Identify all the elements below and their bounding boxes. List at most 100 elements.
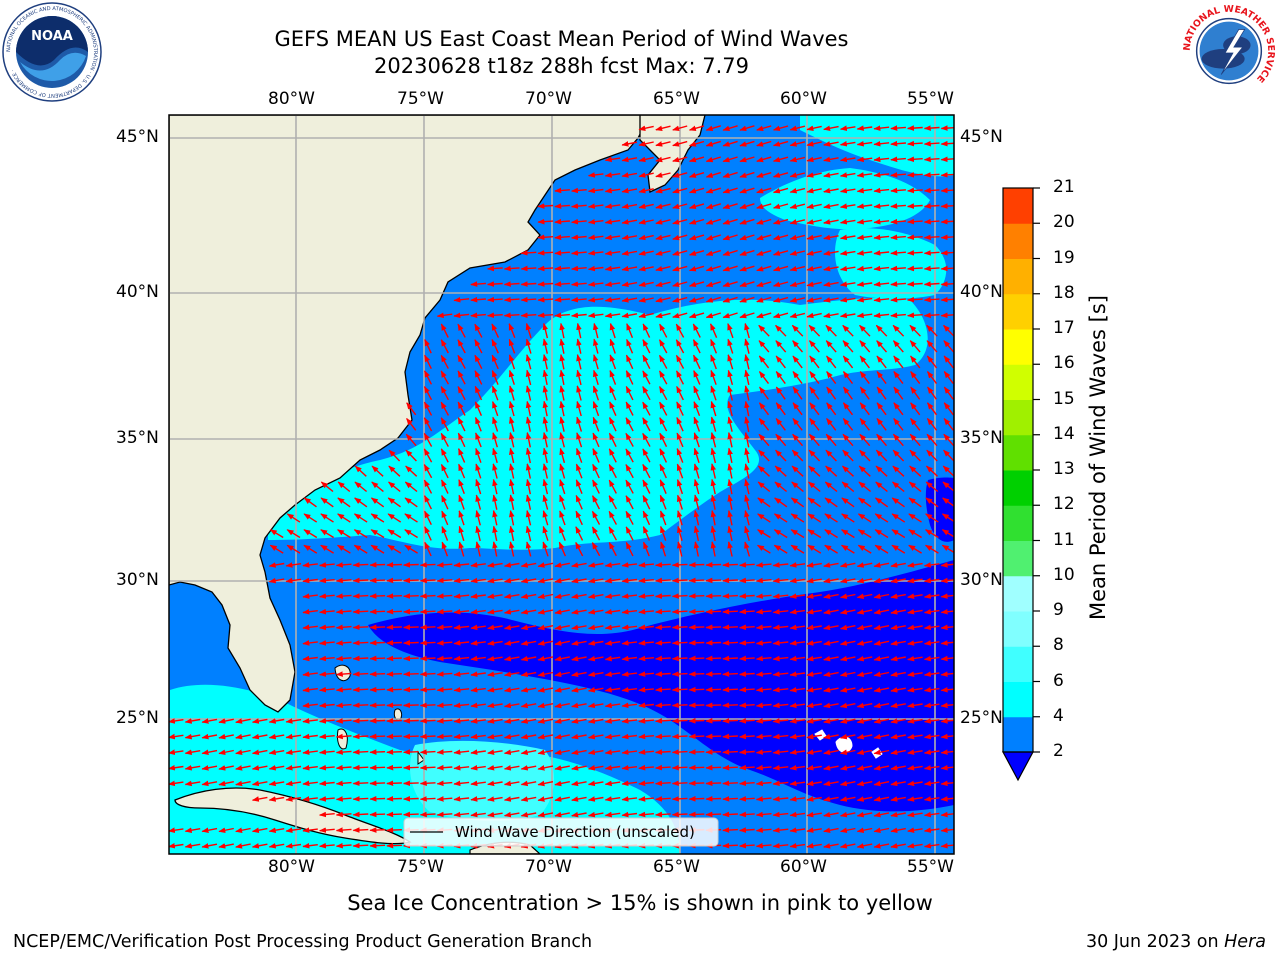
wind-wave-arrow [492, 401, 499, 417]
wind-wave-arrow [503, 281, 520, 287]
wind-wave-arrow [772, 281, 789, 288]
wind-wave-arrow [705, 156, 722, 163]
wind-wave-arrow [352, 655, 369, 662]
wind-wave-arrow [587, 234, 604, 241]
wind-wave-arrow [693, 510, 700, 526]
wind-wave-arrow [839, 187, 856, 194]
wind-wave-arrow [320, 529, 334, 539]
wind-wave-arrow [659, 510, 667, 526]
wind-wave-arrow [672, 172, 688, 178]
wind-wave-arrow [705, 265, 722, 272]
wind-wave-arrow [592, 432, 600, 448]
wind-wave-arrow [352, 608, 369, 615]
wind-wave-arrow [772, 203, 789, 210]
wind-wave-arrow [739, 281, 755, 288]
wind-wave-arrow [638, 234, 654, 241]
wind-wave-arrow [722, 733, 738, 740]
wind-wave-arrow [792, 433, 804, 447]
wind-wave-arrow [705, 624, 722, 631]
wind-wave-arrow [873, 312, 890, 319]
wind-wave-arrow [710, 400, 717, 417]
footer-date: 30 Jun 2023 on Hera [1086, 932, 1266, 952]
wind-wave-arrow [705, 249, 722, 256]
wind-wave-arrow [604, 156, 621, 163]
wind-wave-arrow [705, 718, 722, 724]
wind-wave-arrow [655, 203, 671, 210]
lon-label-bottom-55w: 55°W [907, 857, 954, 877]
wind-wave-arrow [457, 417, 466, 432]
wind-wave-arrow [926, 449, 938, 462]
wind-wave-arrow [772, 234, 789, 241]
wind-wave-arrow [823, 172, 839, 178]
wind-wave-arrow [705, 764, 722, 771]
wind-wave-arrow [672, 218, 688, 225]
wind-wave-arrow [457, 448, 466, 463]
wind-wave-arrow [807, 497, 821, 508]
wind-wave-arrow [671, 640, 688, 646]
wind-wave-arrow [775, 433, 787, 447]
lon-label-bottom-75w: 75°W [397, 857, 444, 877]
wind-wave-arrow [625, 417, 634, 432]
wind-wave-arrow [659, 323, 668, 338]
wind-wave-arrow [492, 447, 498, 463]
wind-wave-arrow [943, 324, 954, 337]
wind-wave-arrow [492, 525, 498, 542]
wind-wave-arrow [542, 416, 549, 432]
wind-wave-arrow [839, 234, 856, 241]
colorbar-band [1003, 681, 1033, 718]
wind-wave-arrow [705, 281, 722, 288]
wind-wave-arrow [403, 562, 419, 568]
wind-wave-arrow [419, 671, 436, 677]
wind-wave-arrow [509, 463, 515, 479]
wind-wave-arrow [907, 281, 923, 287]
wind-wave-arrow [710, 354, 717, 370]
wind-wave-arrow [403, 577, 419, 584]
wind-wave-arrow [758, 355, 770, 369]
wind-wave-arrow [440, 432, 449, 447]
wind-wave-arrow [856, 296, 873, 303]
wind-wave-arrow [909, 324, 921, 337]
wind-wave-arrow [943, 371, 954, 385]
wind-wave-arrow [856, 218, 873, 225]
wind-wave-arrow [859, 433, 871, 447]
wind-wave-arrow [386, 640, 402, 646]
wind-wave-arrow [824, 529, 838, 539]
footer-date-text: 30 Jun 2023 on [1085, 932, 1225, 952]
wind-wave-arrow [826, 417, 837, 431]
wind-wave-arrow [941, 513, 954, 523]
wind-wave-arrow [655, 297, 671, 303]
wind-wave-arrow [474, 323, 483, 338]
wind-wave-arrow [859, 324, 871, 337]
wind-wave-arrow [542, 510, 549, 526]
wind-wave-arrow [806, 172, 822, 178]
wind-wave-arrow [403, 624, 419, 631]
wind-wave-arrow [873, 281, 890, 287]
wind-wave-arrow [907, 312, 923, 319]
wind-wave-arrow [823, 219, 839, 225]
wind-wave-arrow [386, 624, 402, 631]
wind-wave-arrow [492, 510, 498, 526]
colorbar-band [1003, 470, 1033, 506]
wind-wave-arrow [475, 525, 481, 542]
wind-wave-arrow [520, 250, 537, 256]
wind-wave-arrow [727, 494, 733, 510]
wind-wave-arrow [923, 281, 940, 287]
wind-wave-arrow [756, 203, 772, 210]
wind-wave-arrow [655, 187, 671, 194]
wind-wave-arrow [757, 497, 771, 508]
wind-wave-arrow [352, 780, 369, 787]
wind-wave-arrow [576, 369, 582, 386]
wind-wave-arrow [876, 417, 887, 431]
wind-wave-arrow [727, 338, 734, 354]
wind-wave-arrow [825, 449, 837, 462]
lon-label-bottom-60w: 60°W [780, 857, 827, 877]
wind-wave-arrow [626, 338, 634, 354]
wind-wave-arrow [403, 780, 419, 787]
wind-wave-arrow [806, 281, 822, 287]
wind-wave-arrow [806, 312, 822, 319]
wind-wave-arrow [369, 811, 386, 818]
wind-wave-arrow [659, 401, 668, 416]
wind-wave-arrow [705, 702, 722, 709]
wind-wave-arrow [739, 733, 755, 740]
colorbar-band [1003, 399, 1033, 436]
